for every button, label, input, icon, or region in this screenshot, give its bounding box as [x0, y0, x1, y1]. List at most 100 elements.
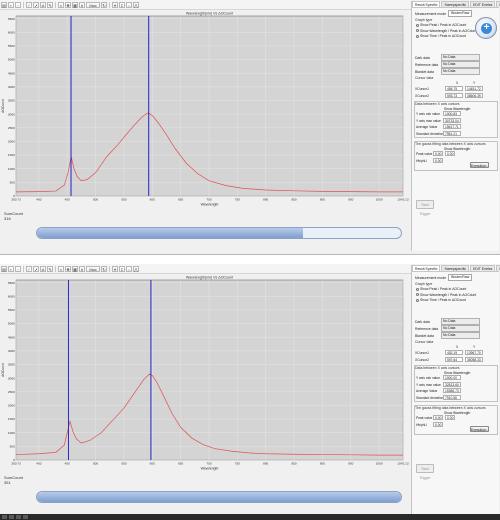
settings-panel: Result Specific Sweepspecific EDIT Entries… [411, 265, 500, 515]
tab-sweepspecific[interactable]: Sweepspecific [441, 1, 470, 7]
print-icon[interactable]: ▫ [15, 265, 21, 272]
acquisition-progress-bar [36, 227, 402, 239]
pan-icon[interactable]: ✥ [65, 265, 71, 272]
task-icon[interactable] [9, 515, 14, 519]
start-trigger-button[interactable]: Start Trigger [416, 464, 434, 480]
plot-area[interactable]: Wavelength(nm) Vs ΔOCount 350.73 400 450 500… [0, 274, 410, 474]
line-icon[interactable]: ∕ [26, 265, 32, 272]
grid-icon[interactable]: # [79, 265, 85, 272]
radio-button[interactable] [416, 298, 419, 302]
start-trigger-button[interactable]: Start Trigger [416, 200, 434, 216]
arrow-icon[interactable]: ➚ [33, 1, 39, 8]
radio-button[interactable] [416, 29, 419, 32]
open-icon[interactable]: ▤ [1, 265, 7, 272]
fit-icon[interactable]: ⇔ [126, 265, 132, 272]
save-icon[interactable]: ▪ [8, 1, 14, 8]
zoom-icon[interactable]: ⌕ [58, 265, 64, 272]
radio-button[interactable] [416, 293, 419, 296]
arrow-icon[interactable]: ➚ [33, 265, 39, 272]
tab-result-specific[interactable]: Result Specific [412, 1, 441, 7]
radio-button[interactable] [416, 23, 419, 27]
task-icon[interactable] [16, 515, 21, 519]
tab-graph-options[interactable]: Graph options [496, 1, 500, 7]
x-tick-label: 500 [93, 462, 98, 466]
gauss-execution-button[interactable]: Execution... [470, 162, 489, 168]
print-icon[interactable]: ▫ [15, 1, 21, 8]
start-icon[interactable] [2, 515, 7, 519]
progress-fill [37, 228, 303, 238]
tab-graph-options[interactable]: Graph options [496, 265, 500, 271]
radio-button[interactable] [416, 287, 419, 291]
sum-count-value: 351 [4, 480, 11, 485]
max-dropdown[interactable]: Max [86, 265, 100, 272]
text-icon[interactable]: A [40, 1, 46, 8]
y-tick-label: 1000 [8, 431, 15, 435]
spectrum-chart[interactable]: Wavelength(nm) Vs ΔOCount 350.73 400 450 500… [0, 274, 410, 474]
sum-button[interactable]: Σ [119, 265, 125, 272]
between-row-label: Y axis max value [416, 118, 441, 123]
sum-button[interactable]: Σ [119, 1, 125, 8]
graph-type-option[interactable]: Show Wavelength / Peak in ΔOCount [416, 29, 476, 33]
text-icon[interactable]: A [40, 265, 46, 272]
peak-icon[interactable]: ⋀ [133, 265, 139, 272]
y-tick-label: 2000 [8, 404, 15, 408]
cursor-icon[interactable]: ⌖ [112, 265, 118, 272]
gauss-value: 0.00 [445, 151, 455, 156]
pan-icon[interactable]: ✥ [65, 1, 71, 8]
radio-button[interactable] [416, 34, 419, 38]
peak-icon[interactable]: ⋀ [133, 1, 139, 8]
line-icon[interactable]: ∕ [26, 1, 32, 8]
magnifier-zoom-icon[interactable]: + [475, 17, 497, 39]
cursor-x-value[interactable]: 597.64 [445, 357, 463, 362]
cursor-x-value[interactable]: 593.73 [445, 93, 463, 98]
toolbar-divider [55, 265, 56, 272]
progress-fill [37, 492, 401, 502]
cursor-x-value[interactable]: 452.19 [445, 350, 463, 355]
tab-strip: Result Specific Sweepspecific EDIT Entries… [412, 265, 500, 272]
measurement-mode-select[interactable]: Binder/Raw [448, 10, 473, 17]
spectrum-chart[interactable]: Wavelength(nm) Vs ΔOCount 350.73 400 450 500… [0, 10, 410, 210]
tab-edit-entries[interactable]: EDIT Entries [470, 1, 496, 7]
cursor-y-value[interactable]: 13967.70 [465, 350, 483, 355]
x-axis-label: Wavelength [201, 203, 219, 207]
zoom-icon[interactable]: ⌕ [58, 1, 64, 8]
pen-icon[interactable]: ✎ [47, 265, 53, 272]
pen-icon[interactable]: ✎ [47, 1, 53, 8]
graph-type-option[interactable]: Show Peak / Peak in ΔOCount [416, 287, 466, 291]
task-icon[interactable] [23, 515, 28, 519]
tab-sweepspecific[interactable]: Sweepspecific [441, 265, 470, 271]
refresh-icon[interactable]: ↻ [101, 1, 107, 8]
data-status-row: Dark data No Data [415, 318, 480, 325]
chart-icon[interactable]: ▦ [72, 265, 78, 272]
x-tick-label: 750 [235, 462, 240, 466]
fit-icon[interactable]: ⇔ [126, 1, 132, 8]
chart-title: Wavelength(nm) Vs ΔOCount [186, 276, 233, 280]
grid-icon[interactable]: # [79, 1, 85, 8]
graph-type-option[interactable]: Show Time / Peak in ΔOCount [416, 34, 466, 38]
max-dropdown[interactable]: Max [86, 1, 100, 8]
open-icon[interactable]: ▤ [1, 1, 7, 8]
graph-type-option[interactable]: Show Wavelength / Peak in ΔOCount [416, 293, 476, 297]
y-tick-label: 3000 [8, 112, 15, 116]
cursor-x-value[interactable]: 456.75 [445, 86, 463, 91]
plot-background [15, 279, 404, 461]
cursor-icon[interactable]: ⌖ [112, 1, 118, 8]
cursor-y-value[interactable]: 38606.39 [465, 93, 483, 98]
gauss-execution-button[interactable]: Execution... [470, 426, 489, 432]
chart-icon[interactable]: ▦ [72, 1, 78, 8]
data-status-value: No Data [441, 325, 480, 332]
plot-area[interactable]: Wavelength(nm) Vs ΔOCount 350.73 400 450 500… [0, 10, 410, 210]
refresh-icon[interactable]: ↻ [101, 265, 107, 272]
graph-type-option[interactable]: Show Peak / Peak in ΔOCount [416, 23, 466, 27]
toolbar-divider [55, 1, 56, 8]
cursor-y-value[interactable]: 35058.33 [465, 357, 483, 362]
cursor-y-value[interactable]: 14451.72 [465, 86, 483, 91]
measurement-mode-select[interactable]: Binder/Raw [448, 274, 473, 281]
y-tick-label: 3500 [8, 363, 15, 367]
tab-edit-entries[interactable]: EDIT Entries [470, 265, 496, 271]
graph-type-option[interactable]: Show Time / Peak in ΔOCount [416, 298, 466, 302]
tab-result-specific[interactable]: Result Specific [412, 265, 441, 271]
save-icon[interactable]: ▪ [8, 265, 14, 272]
y-axis-label: ΔOCount [1, 99, 5, 113]
y-tick-label: 5000 [8, 322, 15, 326]
